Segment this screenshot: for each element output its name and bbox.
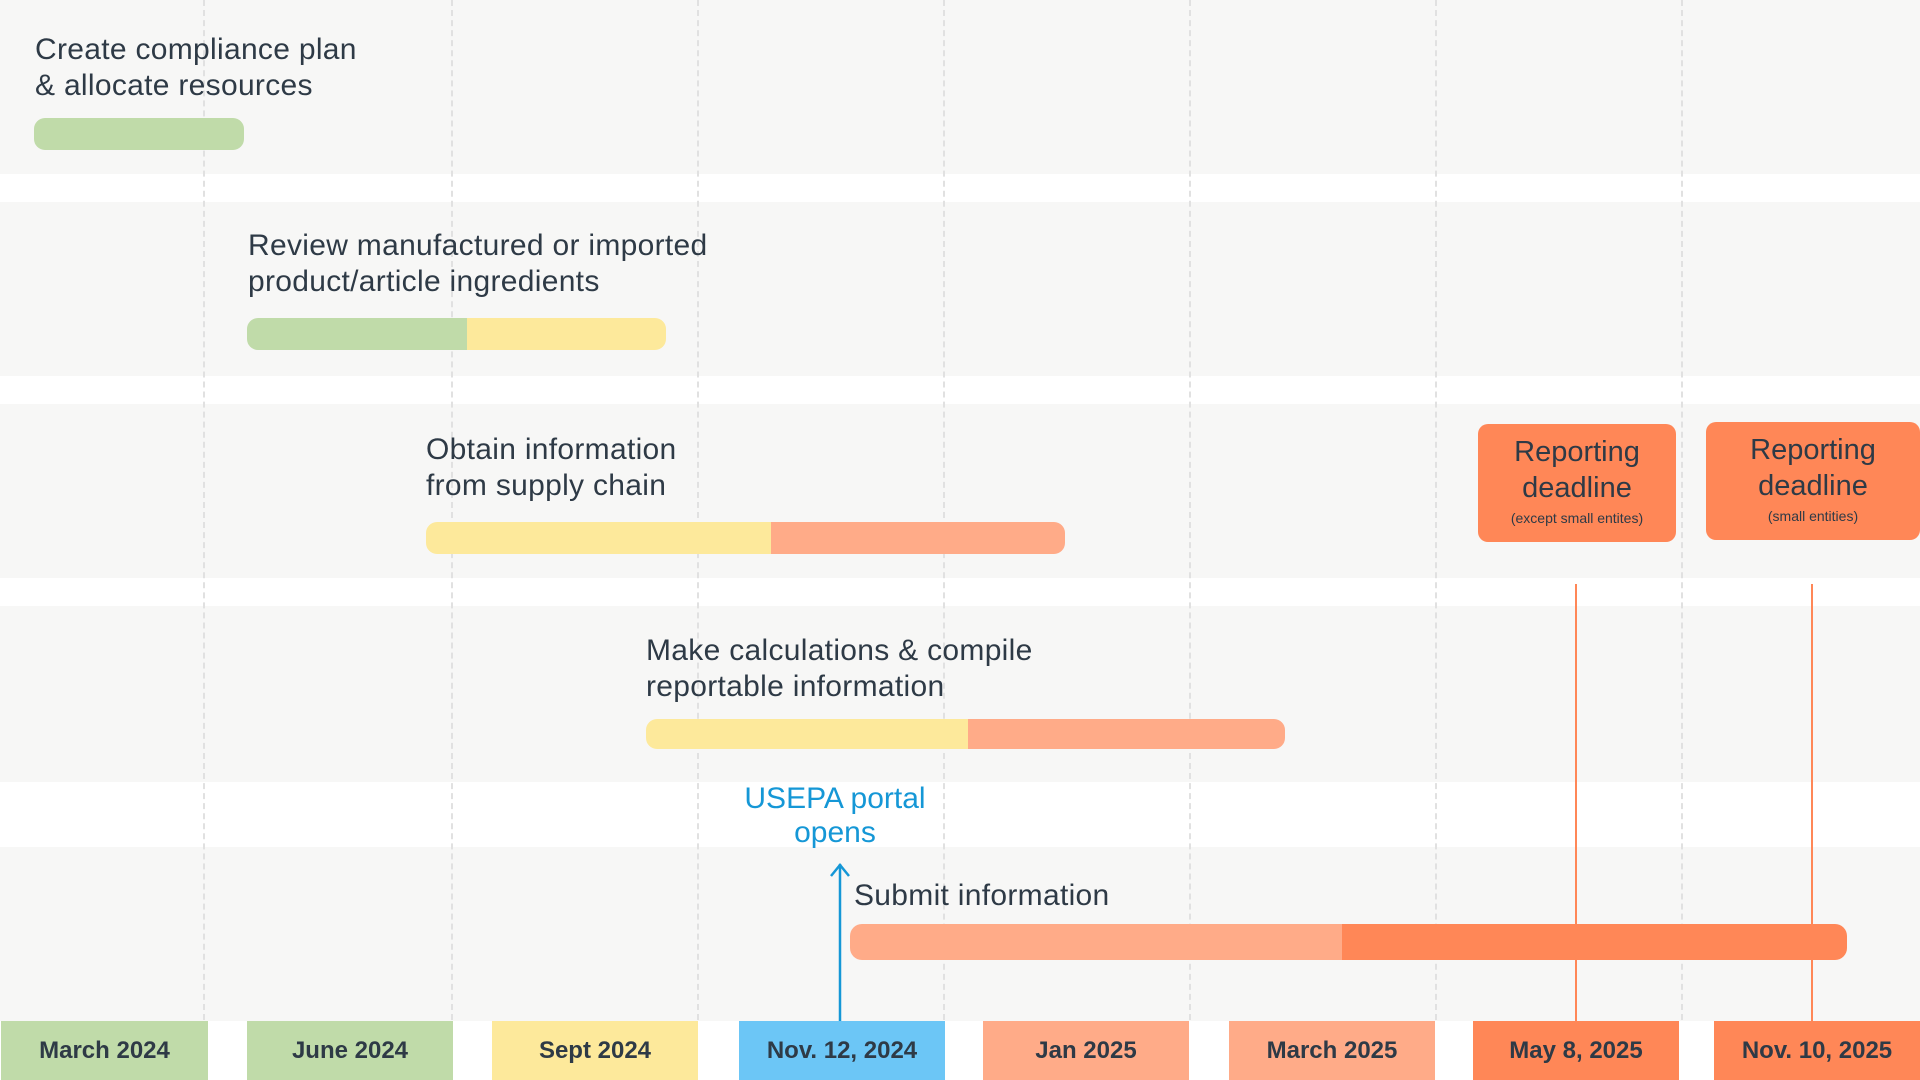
task-label-make-calculations: Make calculations & compile reportable i…	[646, 633, 1033, 705]
deadline-line	[1575, 584, 1577, 1021]
bar-segment-process	[771, 522, 1065, 554]
date-jan-2025: Jan 2025	[983, 1021, 1189, 1080]
task-label-review-ingredients: Review manufactured or imported product/…	[248, 228, 708, 300]
task-label-line: & allocate resources	[35, 69, 313, 102]
task-label-line: Make calculations & compile	[646, 634, 1033, 667]
bar-segment-plan	[34, 118, 244, 150]
task-bar-make-calculations	[646, 719, 1285, 749]
milestone-label-line: USEPA portal	[744, 782, 926, 815]
bar-segment-deadline	[1342, 924, 1847, 960]
gridline	[1189, 0, 1191, 1020]
deadline-title: deadline	[1522, 472, 1632, 504]
date-nov-12-2024: Nov. 12, 2024	[739, 1021, 945, 1080]
milestone-arrow-icon	[830, 863, 850, 1024]
task-label-submit-information: Submit information	[854, 878, 1110, 914]
task-label-line: product/article ingredients	[248, 265, 600, 298]
bar-segment-gather	[467, 318, 666, 350]
deadline-box-general: Reporting deadline (except small entites…	[1478, 424, 1676, 542]
gridline	[1435, 0, 1437, 1020]
deadline-title: Reporting	[1514, 436, 1640, 468]
task-label-line: reportable information	[646, 670, 945, 703]
bar-segment-gather	[646, 719, 968, 749]
milestone-label-line: opens	[794, 816, 876, 849]
deadline-line	[1811, 584, 1813, 1021]
task-bar-create-plan	[34, 118, 244, 150]
gridline	[1681, 0, 1683, 1020]
date-march-2025: March 2025	[1229, 1021, 1435, 1080]
task-label-line: Obtain information	[426, 433, 677, 466]
task-label-line: Review manufactured or imported	[248, 229, 708, 262]
bar-segment-process	[968, 719, 1285, 749]
task-label-obtain-information: Obtain information from supply chain	[426, 432, 677, 504]
gridline	[451, 0, 453, 1020]
date-march-2024: March 2024	[1, 1021, 208, 1080]
deadline-subtitle: (small entities)	[1767, 508, 1859, 524]
date-sept-2024: Sept 2024	[492, 1021, 698, 1080]
gridline	[697, 0, 699, 1020]
deadline-subtitle: (except small entites)	[1510, 510, 1644, 526]
row-band-4	[0, 606, 1920, 782]
milestone-label-portal-opens: USEPA portal opens	[705, 782, 965, 850]
deadline-title: Reporting	[1750, 434, 1876, 466]
date-nov-10-2025: Nov. 10, 2025	[1714, 1021, 1920, 1080]
bar-segment-gather	[426, 522, 771, 554]
task-bar-submit-information	[850, 924, 1847, 960]
task-label-line: from supply chain	[426, 469, 667, 502]
date-may-8-2025: May 8, 2025	[1473, 1021, 1679, 1080]
task-bar-review-ingredients	[247, 318, 666, 350]
row-band-1	[0, 0, 1920, 174]
gridline	[943, 0, 945, 1020]
task-label-line: Create compliance plan	[35, 33, 357, 66]
gridline	[203, 0, 205, 1020]
bar-segment-plan	[247, 318, 467, 350]
task-label-create-plan: Create compliance plan & allocate resour…	[35, 32, 357, 104]
deadline-title: deadline	[1758, 470, 1868, 502]
bar-segment-process	[850, 924, 1342, 960]
task-bar-obtain-information	[426, 522, 1065, 554]
deadline-box-small-entities: Reporting deadline (small entities)	[1706, 422, 1920, 540]
date-june-2024: June 2024	[247, 1021, 453, 1080]
task-label-line: Submit information	[854, 879, 1110, 912]
